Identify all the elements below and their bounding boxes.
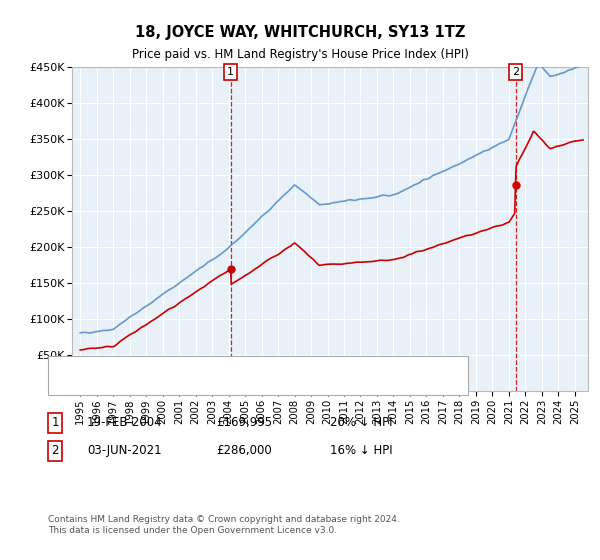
Text: 1: 1 <box>227 67 234 77</box>
Text: 18, JOYCE WAY, WHITCHURCH, SY13 1TZ (detached house): 18, JOYCE WAY, WHITCHURCH, SY13 1TZ (det… <box>93 360 412 370</box>
Text: 16% ↓ HPI: 16% ↓ HPI <box>330 444 392 458</box>
Text: Price paid vs. HM Land Registry's House Price Index (HPI): Price paid vs. HM Land Registry's House … <box>131 48 469 60</box>
Text: Contains HM Land Registry data © Crown copyright and database right 2024.
This d: Contains HM Land Registry data © Crown c… <box>48 515 400 535</box>
Text: 19-FEB-2004: 19-FEB-2004 <box>87 416 163 430</box>
Text: HPI: Average price, detached house, Shropshire: HPI: Average price, detached house, Shro… <box>93 380 354 390</box>
Text: £169,995: £169,995 <box>216 416 272 430</box>
Text: 1: 1 <box>52 416 59 430</box>
Text: 18, JOYCE WAY, WHITCHURCH, SY13 1TZ: 18, JOYCE WAY, WHITCHURCH, SY13 1TZ <box>135 25 465 40</box>
Text: 2: 2 <box>512 67 520 77</box>
Text: 20% ↓ HPI: 20% ↓ HPI <box>330 416 392 430</box>
Text: £286,000: £286,000 <box>216 444 272 458</box>
Text: 03-JUN-2021: 03-JUN-2021 <box>87 444 161 458</box>
Text: 2: 2 <box>52 444 59 458</box>
